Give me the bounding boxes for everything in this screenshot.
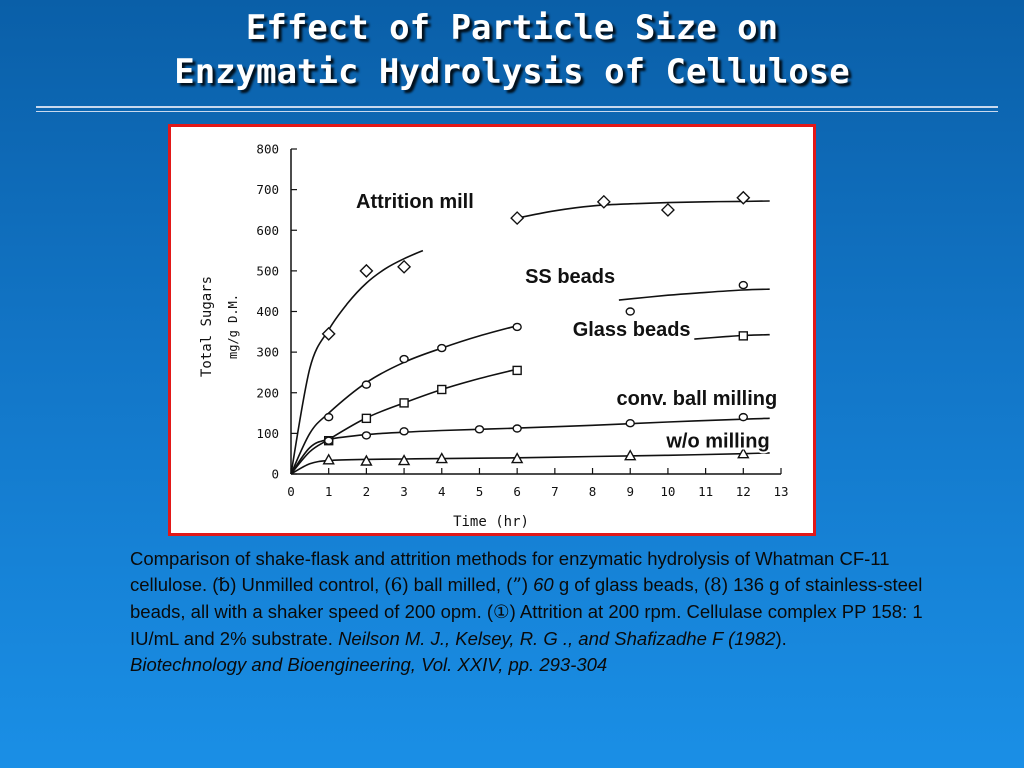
conv-ball-milling-label: conv. ball milling [616, 388, 777, 410]
x-tick-label: 1 [325, 484, 333, 499]
x-tick-label: 3 [400, 484, 408, 499]
conv-ball-milling-point [738, 412, 749, 422]
caption-text: g of glass beads, ( [553, 574, 711, 595]
caption-italic-value: 60 [533, 574, 554, 595]
y-tick-label: 800 [256, 142, 279, 157]
figure-caption: Comparison of shake-flask and attrition … [130, 546, 930, 678]
y-tick-label: 600 [256, 223, 279, 238]
glass-beads-point [738, 331, 749, 341]
ss-beads-point [512, 322, 522, 332]
attrition-mill-curve [290, 249, 424, 475]
caption-text: ) Unmilled control, ( [230, 574, 391, 595]
w-o-milling-point [737, 447, 750, 459]
x-tick-label: 8 [589, 484, 597, 499]
x-tick-label: 13 [773, 484, 788, 499]
wo-milling-label: w/o milling [665, 431, 769, 453]
x-tick-label: 6 [513, 484, 521, 499]
caption-text: Comparison of shake-flask and attrition … [130, 548, 890, 595]
attrition-mill-curve-tail [517, 200, 770, 219]
caption-text: ) [521, 574, 534, 595]
x-axis-title: Time (hr) [453, 514, 529, 530]
title-line-1: Effect of Particle Size on [245, 8, 779, 48]
x-tick-label: 7 [551, 484, 559, 499]
attrition-mill-point [510, 211, 525, 226]
attrition-mill-point [596, 194, 611, 209]
x-tick-label: 12 [736, 484, 751, 499]
conv-ball-milling-point [361, 431, 372, 440]
ss-beads-point [625, 307, 635, 316]
caption-text: ). [775, 628, 787, 649]
title-divider [36, 106, 998, 108]
y-tick-label: 100 [256, 426, 279, 441]
attrition-mill-label: Attrition mill [356, 191, 474, 213]
ss-beads-point [437, 343, 447, 353]
w-o-milling-point [360, 454, 373, 466]
chart-frame: 0 1 2 3 4 5 6 7 8 9 10 11 12 13 0 100 200 300 400 500 600 700… [168, 124, 816, 536]
caption-text: ) 136 g of stainless-steel beads, all wi… [130, 574, 923, 622]
y-tick-label: 400 [256, 304, 279, 319]
glass-beads-curve-tail [694, 333, 770, 340]
y-axis-units: mg/g D.M. [226, 294, 240, 359]
attrition-mill-point [397, 259, 412, 274]
y-tick-label: 500 [256, 263, 279, 278]
x-tick-label: 4 [438, 484, 446, 499]
w-o-milling-point [322, 453, 335, 465]
conv-ball-milling-point [399, 427, 409, 436]
y-tick-label: 200 [256, 385, 279, 400]
caption-text: ) Attrition at 200 rpm. Cellulase comple… [130, 601, 923, 649]
x-tick-label: 2 [363, 484, 371, 499]
ball-milled-symbol: 6 [390, 575, 403, 596]
unmilled-symbol: ␢ [218, 575, 231, 596]
x-tick-label: 11 [698, 484, 713, 499]
conv-ball-milling-point [474, 425, 485, 434]
title-divider-thin [36, 111, 998, 112]
glass-beads-symbol: ” [512, 575, 522, 596]
ss-beads-curve-tail [618, 288, 770, 301]
ss-beads-point [399, 354, 409, 364]
x-tick-label: 9 [626, 484, 634, 499]
slide-title: Effect of Particle Size on Enzymatic Hyd… [0, 6, 1024, 94]
y-tick-label: 700 [256, 182, 279, 197]
x-tick-label: 10 [660, 484, 675, 499]
glass-beads-label: Glass beads [573, 319, 691, 341]
w-o-milling-point [624, 449, 637, 461]
glass-beads-point [437, 384, 447, 395]
w-o-milling-point [510, 452, 524, 464]
conv-ball-milling-point [625, 419, 635, 428]
ss-beads-point [738, 280, 749, 290]
attrition-mill-point [660, 202, 675, 217]
w-o-milling-point [435, 452, 448, 464]
attrition-mill-point [359, 263, 374, 278]
citation-journal: Biotechnology and Bioengineering, Vol. X… [130, 654, 608, 675]
citation-authors: Neilson M. J., Kelsey, R. G ., and Shafi… [338, 628, 776, 649]
x-tick-label: 0 [287, 484, 295, 499]
attrition-symbol: ① [493, 602, 510, 623]
glass-beads-curve [290, 368, 518, 475]
x-tick-label: 5 [476, 484, 484, 499]
conv-ball-milling-point [323, 436, 334, 445]
conv-ball-milling-point [512, 424, 522, 433]
ss-beads-curve [290, 324, 518, 475]
ss-beads-point [361, 380, 372, 389]
caption-text: ) ball milled, ( [402, 574, 513, 595]
glass-beads-point [399, 398, 409, 408]
hydrolysis-chart: 0 1 2 3 4 5 6 7 8 9 10 11 12 130100200300400500600700… [199, 142, 789, 531]
y-tick-label: 0 [271, 467, 279, 482]
ss-beads-label: SS beads [525, 266, 615, 288]
y-axis-title: Total Sugars [199, 276, 215, 377]
w-o-milling-point [397, 454, 411, 466]
attrition-mill-point [321, 326, 336, 341]
glass-beads-point [512, 365, 522, 376]
title-line-2: Enzymatic Hydrolysis of Cellulose [174, 52, 850, 92]
ss-beads-symbol: 8 [710, 575, 722, 596]
glass-beads-point [361, 413, 372, 424]
w-o-milling-curve [290, 452, 770, 475]
y-tick-label: 300 [256, 345, 279, 360]
ss-beads-point [323, 412, 334, 422]
attrition-mill-point [736, 190, 751, 205]
